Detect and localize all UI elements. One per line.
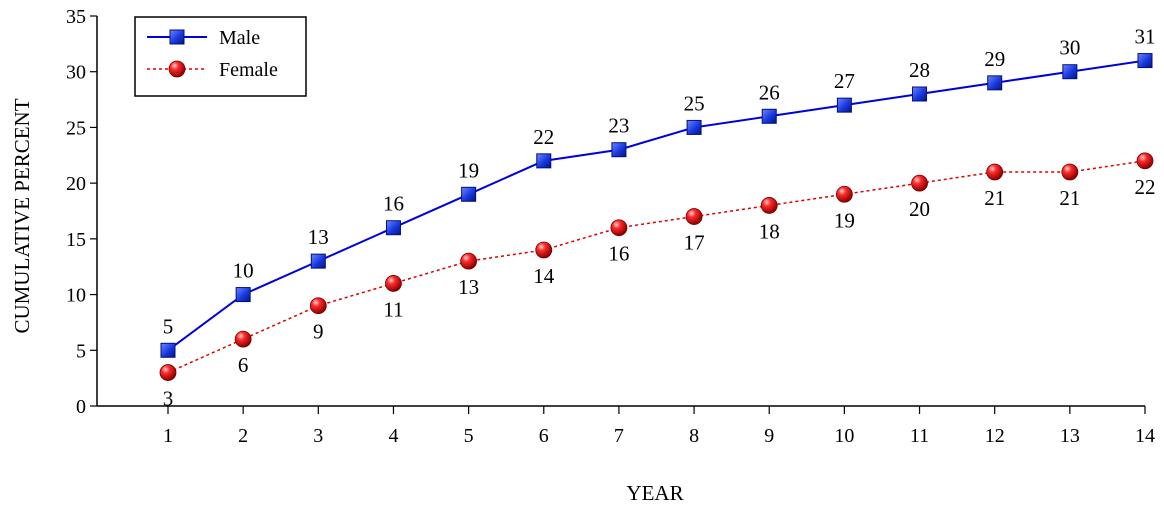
y-tick-label: 5 — [76, 340, 86, 362]
data-label-male: 25 — [684, 91, 705, 115]
marker-male — [461, 186, 477, 202]
data-label-male: 27 — [834, 69, 855, 93]
x-axis-title: YEAR — [626, 481, 683, 505]
x-tick-label: 9 — [764, 425, 774, 447]
data-label-female: 11 — [383, 297, 403, 321]
x-tick-label: 12 — [985, 425, 1005, 447]
data-label-male: 16 — [383, 192, 404, 216]
marker-female — [760, 197, 778, 214]
data-label-female: 9 — [313, 320, 324, 344]
marker-female — [535, 241, 553, 259]
marker-female — [685, 208, 703, 225]
marker-male — [1062, 64, 1078, 80]
legend-female-marker — [168, 60, 186, 78]
data-label-female: 22 — [1135, 175, 1156, 199]
y-tick-label: 15 — [66, 229, 86, 251]
y-tick-label: 35 — [66, 6, 86, 28]
data-label-male: 5 — [163, 314, 174, 338]
marker-female — [309, 297, 327, 315]
data-label-male: 30 — [1059, 36, 1080, 60]
marker-female — [385, 275, 402, 292]
data-label-female: 19 — [834, 208, 855, 232]
x-tick-label: 2 — [238, 425, 248, 447]
y-tick-label: 20 — [66, 173, 86, 195]
data-label-male: 23 — [608, 114, 629, 138]
data-label-female: 18 — [759, 219, 780, 243]
data-label-female: 14 — [533, 264, 555, 288]
legend-male-label: Male — [219, 27, 260, 49]
x-tick-label: 13 — [1060, 425, 1080, 447]
series-layer: 5 10 13 16 19 22 23 25 26 27 28 29 30 31 3 6 9 11 13 14 16 17… — [159, 25, 1156, 411]
series-line-male — [167, 59, 1146, 352]
marker-male — [536, 153, 552, 169]
marker-female — [159, 364, 177, 381]
legend-box — [134, 16, 307, 97]
marker-male — [836, 97, 852, 113]
marker-male — [987, 75, 1003, 91]
x-tick-label: 6 — [539, 425, 549, 447]
legend: Male Female — [134, 16, 307, 97]
x-ticks: 1 2 3 4 5 6 7 8 9 10 11 12 13 14 — [163, 406, 1155, 447]
y-tick-label: 0 — [76, 396, 86, 418]
data-label-male: 13 — [308, 225, 329, 249]
data-label-male: 29 — [984, 47, 1005, 71]
legend-item-male: Male — [147, 27, 260, 49]
data-label-male: 31 — [1135, 25, 1156, 49]
y-tick-label: 25 — [66, 117, 86, 139]
x-tick-label: 4 — [388, 425, 398, 447]
x-tick-label: 11 — [910, 425, 929, 447]
data-label-female: 13 — [458, 275, 479, 299]
marker-female — [610, 219, 628, 237]
data-label-female: 17 — [684, 231, 705, 255]
marker-female — [1061, 163, 1079, 181]
x-tick-label: 3 — [313, 425, 323, 447]
marker-female — [1136, 152, 1154, 170]
y-ticks: 0 5 10 15 20 25 30 35 — [66, 6, 97, 418]
x-tick-label: 8 — [689, 425, 699, 447]
x-tick-label: 10 — [834, 425, 854, 447]
series-line-female — [167, 160, 1146, 374]
legend-male-marker — [169, 29, 185, 45]
marker-male — [686, 119, 702, 135]
data-label-male: 10 — [233, 259, 254, 283]
x-tick-label: 7 — [614, 425, 624, 447]
marker-female — [911, 174, 928, 192]
marker-male — [611, 142, 627, 158]
data-label-female: 3 — [163, 387, 174, 411]
marker-male — [310, 253, 326, 269]
marker-female — [986, 163, 1004, 181]
x-tick-label: 5 — [464, 425, 474, 447]
legend-item-female: Female — [147, 59, 278, 81]
marker-male — [385, 220, 401, 236]
x-tick-label: 14 — [1135, 425, 1155, 447]
data-label-male: 26 — [759, 80, 780, 104]
marker-female — [234, 330, 252, 348]
marker-female — [835, 185, 853, 203]
data-label-female: 21 — [984, 186, 1005, 210]
marker-male — [1137, 53, 1153, 69]
series-female: 3 6 9 11 13 14 16 17 18 19 20 21 21 22 — [159, 152, 1156, 411]
y-tick-label: 10 — [66, 285, 86, 307]
marker-male — [235, 287, 251, 303]
data-label-female: 21 — [1059, 186, 1080, 210]
data-label-male: 28 — [909, 58, 930, 82]
series-male: 5 10 13 16 19 22 23 25 26 27 28 29 30 31 — [160, 25, 1156, 358]
data-label-female: 16 — [608, 242, 629, 266]
data-label-male: 19 — [458, 158, 479, 182]
marker-male — [160, 342, 176, 358]
y-tick-label: 30 — [66, 62, 86, 84]
marker-female — [460, 252, 478, 270]
legend-female-label: Female — [219, 59, 278, 81]
marker-male — [912, 86, 928, 102]
y-axis-title: CUMULATIVE PERCENT — [10, 98, 34, 333]
data-label-male: 22 — [533, 125, 554, 149]
data-label-female: 6 — [238, 353, 249, 377]
axes — [96, 16, 1145, 407]
marker-male — [761, 108, 777, 124]
data-label-female: 20 — [909, 197, 930, 221]
x-tick-label: 1 — [163, 425, 173, 447]
